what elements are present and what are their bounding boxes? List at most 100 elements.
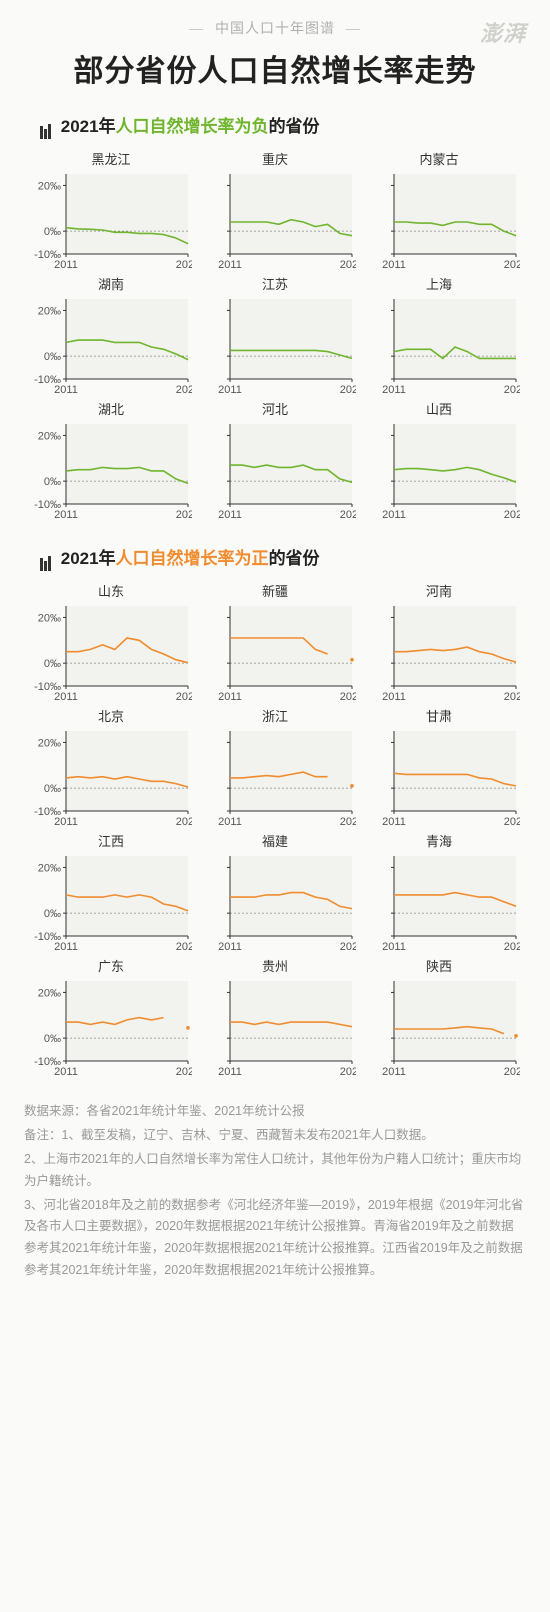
svg-text:0‰: 0‰ [44,351,61,363]
panel-title: 浙江 [194,706,356,725]
panel-title: 贵州 [194,956,356,975]
svg-text:2011: 2011 [382,509,406,521]
svg-text:2021: 2021 [504,384,520,396]
panel-title: 河南 [358,581,520,600]
svg-text:20‰: 20‰ [38,305,61,317]
svg-text:2021: 2021 [504,691,520,703]
chart-panel: 新疆20112021 [194,581,356,704]
chart-panel: 浙江 2011 2021 [194,706,356,829]
chart-panel: 湖北-10‰0‰20‰20112021 [30,399,192,522]
header-tag-text: 中国人口十年图谱 [215,20,335,36]
chart-svg: 2011 2021 [358,602,520,704]
svg-text:2021: 2021 [504,816,520,828]
svg-text:2021: 2021 [340,691,356,703]
svg-text:2011: 2011 [218,816,242,828]
chart-svg: 20112021 [194,420,356,522]
svg-text:2021: 2021 [176,1066,192,1078]
svg-text:2021: 2021 [176,259,192,271]
footnote-line: 数据来源：各省2021年统计年鉴、2021年统计公报 [24,1101,526,1123]
chart-panel: 山东-10‰0‰20‰20112021 [30,581,192,704]
footnote-line: 备注：1、截至发稿，辽宁、吉林、宁夏、西藏暂未发布2021年人口数据。 [24,1125,526,1147]
section-title-negative: 2021年人口自然增长率为负的省份 [40,112,526,139]
chart-panel: 广东-10‰0‰20‰20112021 [30,956,192,1079]
svg-text:2011: 2011 [54,941,78,953]
chart-svg: -10‰0‰20‰20112021 [30,977,192,1079]
svg-text:0‰: 0‰ [44,1033,61,1045]
svg-text:2021: 2021 [340,259,356,271]
chart-panel: 黑龙江-10‰0‰20‰20112021 [30,149,192,272]
chart-panel: 上海 20112021 [358,274,520,397]
svg-text:2011: 2011 [382,691,406,703]
svg-text:2011: 2011 [218,1066,242,1078]
panel-title: 上海 [358,274,520,293]
panel-title: 黑龙江 [30,149,192,168]
section-bars-icon [40,119,52,139]
chart-panel: 陕西 2011 2021 [358,956,520,1079]
panel-title: 陕西 [358,956,520,975]
svg-text:2021: 2021 [176,941,192,953]
svg-text:2011: 2011 [218,384,242,396]
chart-panel: 湖南-10‰0‰20‰20112021 [30,274,192,397]
svg-text:2021: 2021 [340,384,356,396]
chart-svg: 20112021 [358,852,520,954]
chart-svg: 20112021 [358,295,520,397]
svg-text:2021: 2021 [504,941,520,953]
chart-panel: 北京-10‰0‰20‰20112021 [30,706,192,829]
svg-text:2011: 2011 [54,691,78,703]
panel-title: 内蒙古 [358,149,520,168]
svg-text:2021: 2021 [340,1066,356,1078]
chart-panel: 青海 20112021 [358,831,520,954]
chart-svg: -10‰0‰20‰20112021 [30,295,192,397]
svg-text:2011: 2011 [54,384,78,396]
section-title-positive: 2021年人口自然增长率为正的省份 [40,544,526,571]
svg-text:2011: 2011 [382,259,406,271]
svg-text:20‰: 20‰ [38,862,61,874]
chart-svg: 20112021 [194,170,356,272]
svg-text:2021: 2021 [176,691,192,703]
panel-title: 重庆 [194,149,356,168]
chart-panel: 福建20112021 [194,831,356,954]
svg-text:2021: 2021 [340,509,356,521]
panel-title: 湖北 [30,399,192,418]
svg-text:0‰: 0‰ [44,783,61,795]
svg-text:2011: 2011 [218,941,242,953]
chart-svg: 2011 2021 [358,977,520,1079]
svg-text:20‰: 20‰ [38,737,61,749]
chart-svg: -10‰0‰20‰20112021 [30,727,192,829]
chart-svg: 2011 2021 [194,977,356,1079]
chart-panel: 江西-10‰0‰20‰20112021 [30,831,192,954]
header-tagline: 中国人口十年图谱 澎湃 [24,18,526,38]
svg-text:2021: 2021 [504,1066,520,1078]
panel-title: 青海 [358,831,520,850]
chart-panel: 山西20112021 [358,399,520,522]
chart-svg: 2011 2021 [358,420,520,522]
chart-panel: 河北20112021 [194,399,356,522]
svg-text:2011: 2011 [54,509,78,521]
svg-text:0‰: 0‰ [44,908,61,920]
chart-svg: -10‰0‰20‰20112021 [30,852,192,954]
panel-title: 广东 [30,956,192,975]
chart-svg: 2011 2021 [194,727,356,829]
svg-text:2021: 2021 [504,259,520,271]
chart-svg: 20112021 [194,602,356,704]
svg-text:0‰: 0‰ [44,476,61,488]
svg-text:20‰: 20‰ [38,612,61,624]
svg-text:2011: 2011 [382,1066,406,1078]
svg-text:2011: 2011 [382,816,406,828]
footnote-line: 3、河北省2018年及之前的数据参考《河北经济年鉴—2019》，2019年根据《… [24,1195,526,1283]
svg-text:2021: 2021 [176,816,192,828]
svg-text:20‰: 20‰ [38,987,61,999]
publisher-logo: 澎湃 [480,16,526,48]
positive-grid: 山东-10‰0‰20‰20112021新疆20112021河南20112021北… [30,581,520,1079]
panel-title: 江苏 [194,274,356,293]
panel-title: 福建 [194,831,356,850]
section-bars-icon [40,551,52,571]
svg-text:2011: 2011 [54,259,78,271]
svg-text:2021: 2021 [340,816,356,828]
chart-svg: 2011 2021 [358,170,520,272]
chart-panel: 江苏 2011 2021 [194,274,356,397]
svg-text:2011: 2011 [54,1066,78,1078]
svg-text:2021: 2021 [176,384,192,396]
panel-title: 湖南 [30,274,192,293]
svg-text:2021: 2021 [504,509,520,521]
